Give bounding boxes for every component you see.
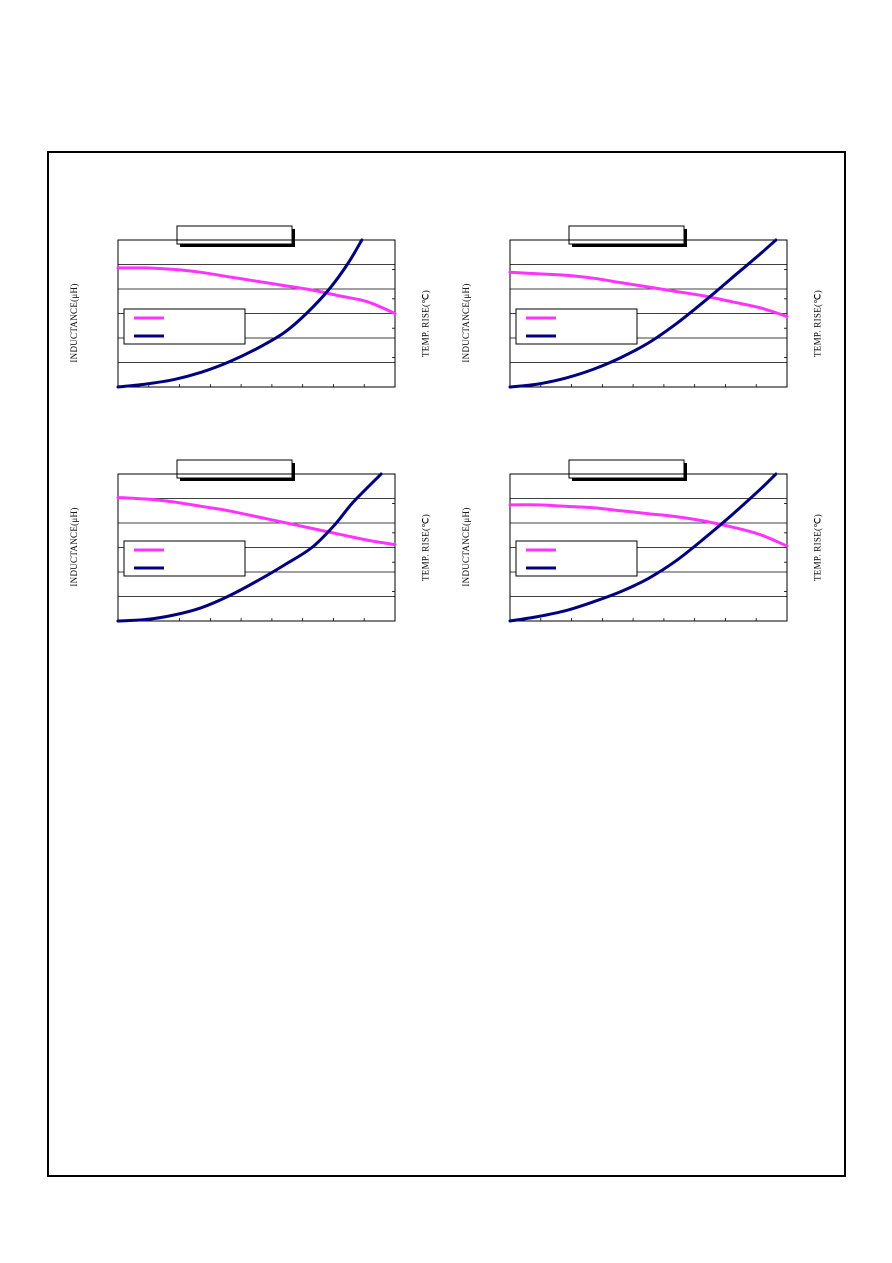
chart-top-right: INDUCTANCE(μH) TEMP. RISE(℃) xyxy=(452,222,823,422)
page-frame xyxy=(47,151,846,1177)
chart-bottom-right-ylabel: INDUCTANCE(μH) xyxy=(461,507,471,587)
chart-top-right-y2label: TEMP. RISE(℃) xyxy=(812,290,823,358)
title-box xyxy=(176,459,293,479)
title-box xyxy=(568,459,685,479)
temp_rise-line xyxy=(116,472,383,623)
title-box xyxy=(568,225,685,245)
legend-box xyxy=(123,540,246,577)
chart-top-left-plot xyxy=(116,225,397,389)
inductance-line xyxy=(508,270,789,318)
chart-bottom-right-plot xyxy=(508,459,789,623)
legend-box xyxy=(123,308,246,345)
plot-area xyxy=(117,473,396,622)
chart-bottom-left: INDUCTANCE(μH) TEMP. RISE(℃) xyxy=(60,456,431,656)
chart-bottom-left-y2label: TEMP. RISE(℃) xyxy=(420,514,431,582)
temp_rise-line xyxy=(508,238,778,389)
legend-box xyxy=(515,308,638,345)
chart-top-left: INDUCTANCE(μH) TEMP. RISE(℃) xyxy=(60,222,431,422)
chart-top-right-plot xyxy=(508,225,789,389)
chart-bottom-right-y2label: TEMP. RISE(℃) xyxy=(812,514,823,582)
plot-area xyxy=(509,473,788,622)
inductance-line xyxy=(116,496,397,547)
chart-top-left-y2label: TEMP. RISE(℃) xyxy=(420,290,431,358)
inductance-line xyxy=(116,266,397,315)
chart-top-left-ylabel: INDUCTANCE(μH) xyxy=(69,283,79,363)
legend-box xyxy=(515,540,638,577)
temp_rise-line xyxy=(116,238,364,389)
chart-top-right-ylabel: INDUCTANCE(μH) xyxy=(461,283,471,363)
chart-bottom-left-plot xyxy=(116,459,397,623)
title-box xyxy=(176,225,293,245)
chart-bottom-right: INDUCTANCE(μH) TEMP. RISE(℃) xyxy=(452,456,823,656)
chart-bottom-left-ylabel: INDUCTANCE(μH) xyxy=(69,507,79,587)
inductance-line xyxy=(508,503,789,548)
temp_rise-line xyxy=(508,472,778,623)
plot-area xyxy=(509,239,788,388)
